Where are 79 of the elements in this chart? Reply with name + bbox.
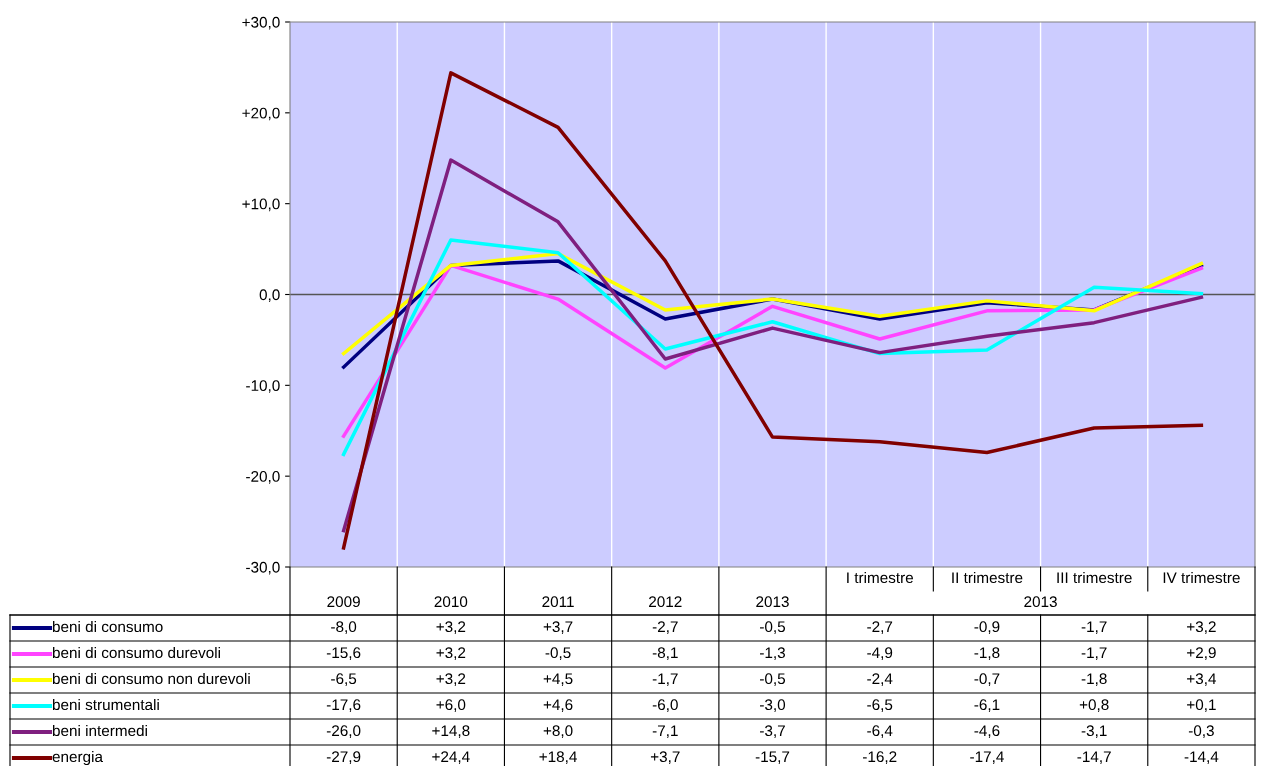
legend-label: beni strumentali [52, 698, 159, 711]
data-label: +4,5 [543, 673, 573, 686]
data-label: -6,5 [867, 699, 893, 712]
data-label: -6,4 [867, 725, 893, 738]
data-label: +24,4 [432, 751, 470, 764]
data-label: -2,4 [867, 673, 893, 686]
data-label: -8,0 [331, 621, 357, 634]
data-label: -1,3 [760, 647, 785, 660]
data-label: -14,7 [1077, 751, 1111, 764]
data-label: +18,4 [539, 751, 577, 764]
data-label: -3,0 [760, 699, 786, 712]
data-label: +3,2 [436, 647, 466, 660]
y-tick-label: -20,0 [246, 471, 280, 484]
data-label: -27,9 [326, 751, 361, 764]
data-label: -8,1 [652, 647, 678, 660]
data-label: -3,7 [760, 725, 785, 738]
y-tick-label: 0,0 [259, 289, 280, 302]
legend-label: beni di consumo non durevoli [52, 672, 250, 685]
data-label: +3,7 [650, 751, 680, 764]
data-label: +3,7 [543, 621, 573, 634]
line-series [341, 71, 1204, 550]
x-tick-label: 2010 [434, 596, 468, 608]
y-tick-label: +30,0 [242, 16, 280, 30]
data-label: +3,4 [1187, 673, 1217, 686]
data-label: -26,0 [326, 725, 361, 738]
data-label: -1,7 [1081, 647, 1107, 660]
y-tick-label: -30,0 [246, 561, 280, 575]
data-label: -15,7 [755, 751, 790, 764]
data-label: -17,6 [326, 699, 361, 712]
data-label: -14,4 [1184, 751, 1219, 764]
data-label: +4,6 [543, 699, 573, 712]
data-label: -6,5 [331, 673, 357, 686]
data-label: +6,0 [436, 699, 466, 712]
data-label: -0,5 [545, 647, 571, 660]
data-label: -6,0 [652, 699, 678, 712]
data-label: -1,8 [1081, 673, 1107, 686]
legend-label: beni di consumo [52, 620, 163, 633]
x-tick-label: II trimestre [952, 571, 1023, 584]
data-label: -16,2 [862, 751, 897, 764]
x-tick-label: 2013 [756, 596, 789, 608]
data-label: +8,0 [543, 725, 573, 738]
line-series [341, 158, 1204, 533]
data-label: -3,1 [1081, 725, 1107, 738]
data-label: -4,6 [974, 725, 1000, 738]
data-label: -4,9 [867, 647, 893, 660]
data-label: -6,1 [974, 699, 1000, 712]
data-label: +2,9 [1187, 647, 1216, 660]
x-tick-label: I trimestre [847, 571, 913, 584]
y-tick-label: +10,0 [242, 198, 280, 212]
x-tick-label: 2009 [327, 596, 360, 608]
data-label: -0,5 [760, 673, 786, 686]
x-tick-label: III trimestre [1057, 571, 1132, 584]
data-label: -1,7 [652, 673, 678, 686]
x-tick-label: IV trimestre [1163, 571, 1240, 584]
x-tick-label: 2011 [542, 596, 574, 608]
data-label: -7,1 [652, 725, 678, 738]
data-label: -0,7 [974, 673, 1000, 686]
data-label: -2,7 [652, 621, 678, 634]
legend-label: beni intermedi [52, 724, 147, 737]
data-label: +14,8 [432, 725, 470, 738]
x-tick-label: 2012 [649, 596, 682, 608]
line-series [341, 251, 1204, 356]
data-label: -15,6 [326, 647, 361, 660]
data-label: -0,5 [760, 621, 786, 634]
data-label: -1,8 [974, 647, 1000, 660]
data-label: +3,2 [436, 673, 466, 686]
data-label: +0,1 [1187, 699, 1216, 712]
legend-label: energia [52, 750, 103, 766]
data-label: +3,2 [1187, 621, 1216, 634]
y-tick-label: +20,0 [242, 107, 280, 121]
y-tick-label: -10,0 [246, 380, 280, 393]
data-label: -0,3 [1188, 725, 1214, 738]
legend-label: beni di consumo durevoli [52, 646, 220, 659]
data-label: -1,7 [1081, 621, 1107, 634]
data-label: +0,8 [1079, 699, 1109, 712]
data-label: -17,4 [970, 751, 1004, 764]
data-label: -2,7 [867, 621, 893, 634]
data-label: +3,2 [436, 621, 466, 634]
data-label: -0,9 [974, 621, 1000, 634]
